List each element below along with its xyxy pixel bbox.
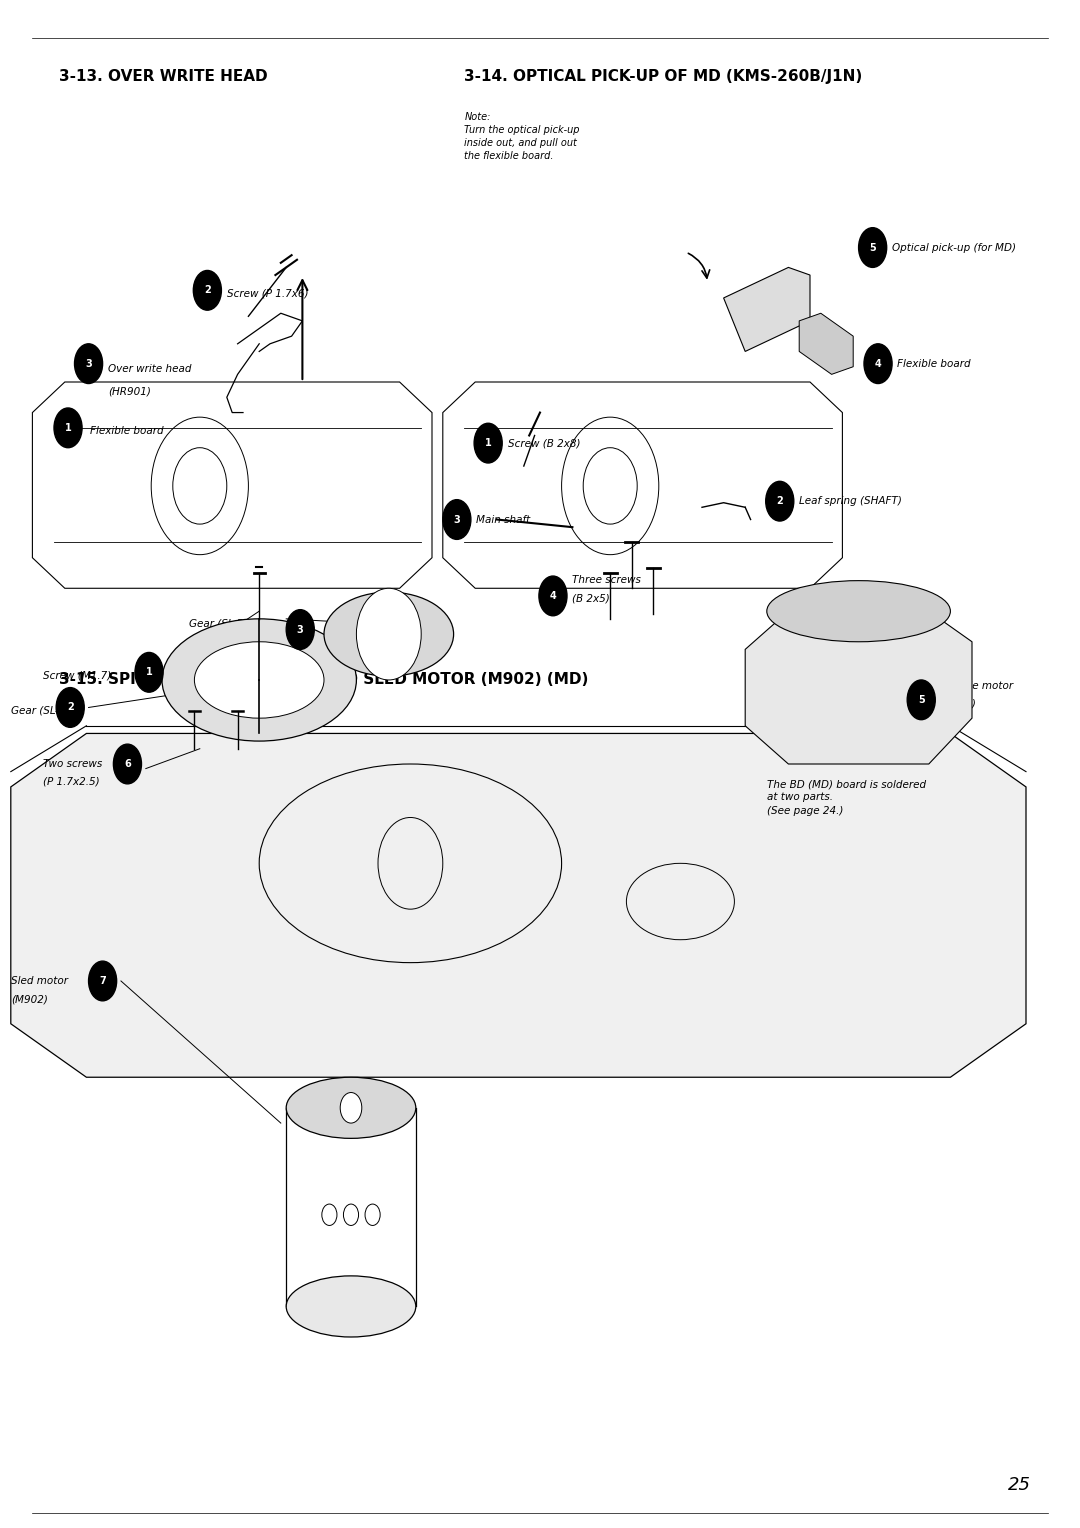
Circle shape bbox=[135, 652, 163, 692]
Text: The BD (MD) board is soldered
at two parts.
(See page 24.): The BD (MD) board is soldered at two par… bbox=[767, 779, 926, 816]
Text: 3-15. SPINDLE MOTOR (M901) AND SLED MOTOR (M902) (MD): 3-15. SPINDLE MOTOR (M901) AND SLED MOTO… bbox=[59, 672, 589, 688]
Circle shape bbox=[864, 344, 892, 384]
Text: 3: 3 bbox=[297, 625, 303, 634]
Circle shape bbox=[474, 423, 502, 463]
Text: 3: 3 bbox=[85, 359, 92, 368]
Ellipse shape bbox=[194, 642, 324, 718]
Text: 7: 7 bbox=[99, 976, 106, 986]
Circle shape bbox=[356, 588, 421, 680]
Text: (HR901): (HR901) bbox=[108, 387, 151, 397]
Text: Flexible board: Flexible board bbox=[897, 359, 971, 368]
Ellipse shape bbox=[286, 1077, 416, 1138]
Text: Leaf spring (SHAFT): Leaf spring (SHAFT) bbox=[799, 497, 902, 506]
Text: 6: 6 bbox=[124, 759, 131, 769]
Text: Screw (B 2x8): Screw (B 2x8) bbox=[508, 439, 580, 448]
Polygon shape bbox=[724, 267, 810, 351]
Text: Screw (P 1.7x6): Screw (P 1.7x6) bbox=[227, 289, 308, 298]
Text: Note:
Turn the optical pick-up
inside out, and pull out
the flexible board.: Note: Turn the optical pick-up inside ou… bbox=[464, 112, 580, 160]
Text: 25: 25 bbox=[1009, 1476, 1031, 1494]
Text: 3: 3 bbox=[454, 515, 460, 524]
Circle shape bbox=[193, 270, 221, 310]
Text: 2: 2 bbox=[67, 703, 73, 712]
Text: Gear (SL-A): Gear (SL-A) bbox=[11, 706, 69, 715]
Circle shape bbox=[54, 408, 82, 448]
Text: Spindle motor: Spindle motor bbox=[940, 680, 1013, 691]
Circle shape bbox=[340, 1093, 362, 1123]
Text: Gear (SL-B): Gear (SL-B) bbox=[189, 619, 247, 628]
Text: Screw (M1.7): Screw (M1.7) bbox=[43, 671, 111, 680]
Text: 3-14. OPTICAL PICK-UP OF MD (KMS-260B/J1N): 3-14. OPTICAL PICK-UP OF MD (KMS-260B/J1… bbox=[464, 69, 863, 84]
Circle shape bbox=[907, 680, 935, 720]
Polygon shape bbox=[799, 313, 853, 374]
Circle shape bbox=[113, 744, 141, 784]
Circle shape bbox=[766, 481, 794, 521]
Polygon shape bbox=[11, 733, 1026, 1077]
Text: (M902): (M902) bbox=[11, 995, 48, 1004]
Text: 1: 1 bbox=[485, 439, 491, 448]
Circle shape bbox=[286, 610, 314, 649]
Circle shape bbox=[89, 961, 117, 1001]
Circle shape bbox=[443, 500, 471, 539]
Text: 5: 5 bbox=[918, 695, 924, 704]
Ellipse shape bbox=[162, 619, 356, 741]
Text: 4: 4 bbox=[550, 591, 556, 601]
Text: 3-13. OVER WRITE HEAD: 3-13. OVER WRITE HEAD bbox=[59, 69, 268, 84]
Text: Three screws: Three screws bbox=[572, 575, 642, 585]
Ellipse shape bbox=[324, 593, 454, 677]
Text: Optical pick-up (for MD): Optical pick-up (for MD) bbox=[892, 243, 1016, 252]
Circle shape bbox=[859, 228, 887, 267]
Text: Main shaft: Main shaft bbox=[476, 515, 530, 524]
Circle shape bbox=[75, 344, 103, 384]
Text: (M901): (M901) bbox=[940, 698, 976, 709]
Text: 4: 4 bbox=[875, 359, 881, 368]
Text: 5: 5 bbox=[869, 243, 876, 252]
Text: 2: 2 bbox=[204, 286, 211, 295]
Text: 1: 1 bbox=[65, 423, 71, 432]
Circle shape bbox=[539, 576, 567, 616]
Circle shape bbox=[56, 688, 84, 727]
Text: Two screws: Two screws bbox=[43, 758, 103, 769]
Text: Sled motor: Sled motor bbox=[11, 976, 68, 986]
Polygon shape bbox=[745, 611, 972, 764]
Text: 1: 1 bbox=[146, 668, 152, 677]
Text: Flexible board: Flexible board bbox=[90, 426, 163, 435]
Text: (B 2x5): (B 2x5) bbox=[572, 593, 610, 604]
Text: (P 1.7x2.5): (P 1.7x2.5) bbox=[43, 776, 99, 787]
Text: Over write head: Over write head bbox=[108, 364, 191, 374]
Ellipse shape bbox=[767, 581, 950, 642]
Ellipse shape bbox=[286, 1276, 416, 1337]
Text: 2: 2 bbox=[777, 497, 783, 506]
